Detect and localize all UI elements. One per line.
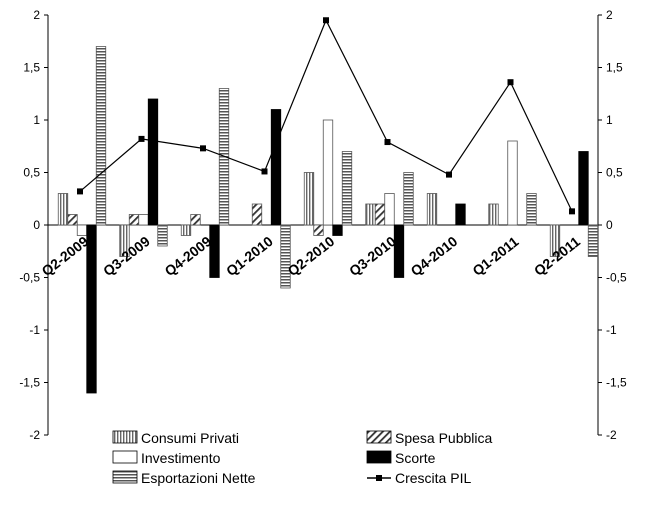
bar-investimento — [322, 119, 334, 226]
y-tick-label-left: -2 — [29, 428, 40, 442]
legend-item-crescita-pil: Crescita PIL — [367, 470, 471, 486]
bar-consumi-privati — [303, 172, 315, 226]
bar-scorte — [147, 98, 159, 226]
bar-esportazioni-nette — [587, 224, 599, 257]
y-tick-label-left: 0,5 — [23, 166, 40, 180]
y-tick-label-right: 1 — [606, 113, 613, 127]
y-tick-label-right: 2 — [606, 8, 613, 22]
legend-label: Consumi Privati — [141, 430, 239, 446]
gdp-point — [323, 17, 329, 24]
bar-consumi-privati — [426, 193, 438, 226]
gdp-line — [77, 17, 575, 215]
y-tick-label-right: -1 — [606, 323, 617, 337]
bar-esportazioni-nette — [341, 151, 353, 226]
gdp-point — [261, 168, 268, 175]
legend-swatch — [112, 450, 138, 464]
category-label: Q4-2009 — [162, 233, 215, 279]
legend-item-esportazioni-nette: Esportazioni Nette — [112, 470, 256, 486]
bar-investimento — [507, 140, 518, 226]
bar-scorte — [393, 224, 405, 278]
gdp-point — [569, 208, 575, 215]
bar-scorte — [270, 109, 282, 226]
bar-scorte — [578, 151, 589, 226]
bar-esportazioni-nette — [157, 224, 168, 247]
y-tick-label-left: 1,5 — [23, 61, 40, 75]
gdp-point — [384, 139, 391, 146]
category-label: Q2-2009 — [39, 233, 92, 279]
legend-label: Scorte — [395, 450, 436, 466]
bar-spesa-pubblica — [67, 214, 78, 226]
bar-spesa-pubblica — [128, 214, 140, 226]
bar-esportazioni-nette — [280, 224, 291, 289]
bar-spesa-pubblica — [374, 203, 386, 226]
category-label: Q2-2010 — [285, 233, 338, 279]
category-label: Q3-2010 — [346, 233, 399, 279]
bar-consumi-privati — [549, 224, 561, 257]
category-label: Q4-2010 — [408, 233, 461, 279]
legend-swatch — [366, 450, 392, 464]
bar-spesa-pubblica — [190, 214, 201, 226]
bar-consumi-privati — [57, 193, 69, 226]
gdp-point — [138, 135, 145, 142]
legend-label: Spesa Pubblica — [395, 430, 493, 446]
legend-item-spesa-pubblica: Spesa Pubblica — [366, 430, 493, 446]
bar-scorte — [455, 203, 466, 226]
legend-item-investimento: Investimento — [112, 450, 221, 466]
y-tick-label-left: 0 — [33, 218, 40, 232]
legend-label: Esportazioni Nette — [141, 470, 256, 486]
legend-label: Crescita PIL — [395, 470, 471, 486]
legend-item-consumi-privati: Consumi Privati — [112, 430, 239, 446]
gdp-point — [446, 171, 452, 178]
bar-esportazioni-nette — [526, 193, 537, 226]
legend-swatch — [112, 430, 138, 444]
legend-swatch — [366, 430, 392, 444]
bar-consumi-privati — [365, 203, 376, 226]
legend-marker — [376, 475, 382, 481]
gdp-point — [200, 145, 206, 152]
legend-item-scorte: Scorte — [366, 450, 436, 466]
category-label: Q1-2011 — [469, 233, 521, 279]
legend-swatch — [112, 470, 138, 484]
bar-scorte — [86, 224, 97, 394]
bar-consumi-privati — [488, 203, 499, 226]
bar-spesa-pubblica — [313, 224, 324, 236]
bar-consumi-privati — [119, 224, 130, 257]
y-tick-label-right: -0,5 — [606, 271, 627, 285]
bar-spesa-pubblica — [251, 203, 263, 226]
gdp-point — [77, 188, 83, 195]
y-tick-label-left: -0,5 — [19, 271, 40, 285]
bar-consumi-privati — [180, 224, 192, 236]
category-label: Q1-2010 — [223, 233, 276, 279]
bars — [57, 46, 599, 394]
y-tick-label-right: 1,5 — [606, 61, 623, 75]
y-tick-label-right: -1,5 — [606, 376, 627, 390]
y-tick-label-left: -1 — [29, 323, 40, 337]
bar-esportazioni-nette — [403, 172, 414, 226]
y-tick-label-left: 2 — [33, 8, 40, 22]
y-tick-label-left: -1,5 — [19, 376, 40, 390]
bar-investimento — [384, 193, 395, 226]
y-tick-label-right: 0 — [606, 218, 613, 232]
y-tick-label-left: 1 — [33, 113, 40, 127]
gdp-point — [507, 79, 514, 86]
bar-investimento — [138, 214, 149, 226]
y-tick-label-right: -2 — [606, 428, 617, 442]
bar-scorte — [209, 224, 220, 278]
bar-scorte — [332, 224, 343, 236]
legend-label: Investimento — [141, 450, 221, 466]
legend: Consumi Privati Spesa Pubblica Investiment… — [112, 430, 493, 486]
bar-esportazioni-nette — [95, 46, 107, 226]
y-tick-label-right: 0,5 — [606, 166, 623, 180]
